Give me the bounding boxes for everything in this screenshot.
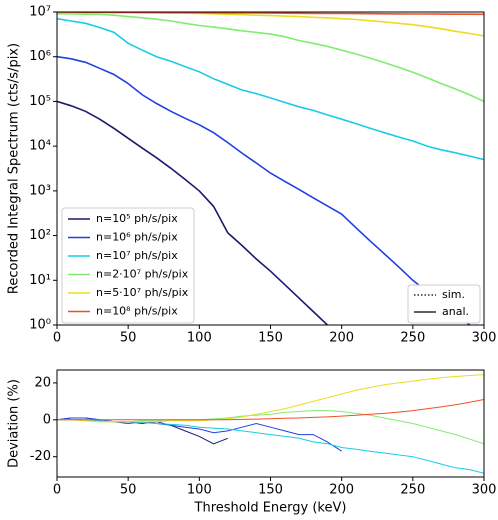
legend-box xyxy=(61,207,195,324)
series-line xyxy=(57,100,329,325)
y-tick-label: 0 xyxy=(43,412,51,427)
series-line xyxy=(57,17,484,161)
y-tick-label: 10² xyxy=(29,228,51,243)
y-tick-label: 20 xyxy=(34,375,51,390)
legend-label: n=5·10⁷ ph/s/pix xyxy=(96,286,189,299)
series-line xyxy=(57,419,484,474)
x-tick-label: 0 xyxy=(53,483,61,498)
y-tick-label: 10¹ xyxy=(29,273,51,288)
series-line xyxy=(57,55,472,325)
x-tick-label: 250 xyxy=(400,483,425,498)
y-tick-label: 10³ xyxy=(29,183,51,198)
x-tick-label: 100 xyxy=(187,483,212,498)
x-tick-label: 150 xyxy=(258,331,283,346)
plot-frame xyxy=(56,11,485,326)
legend-label: n=10⁸ ph/s/pix xyxy=(96,305,178,318)
x-tick-label: 200 xyxy=(329,483,354,498)
series-line xyxy=(57,13,484,103)
series-line xyxy=(57,374,484,423)
x-tick-label: 50 xyxy=(120,331,137,346)
x-tick-label: 100 xyxy=(187,331,212,346)
y-tick-label: -20 xyxy=(30,449,51,464)
plot-frame xyxy=(56,369,485,478)
style-label: sim. xyxy=(442,288,465,301)
series-line xyxy=(57,399,484,421)
legend-label: n=10⁵ ph/s/pix xyxy=(96,212,178,225)
x-tick-label: 200 xyxy=(329,331,354,346)
y-tick-label: 10⁵ xyxy=(29,94,51,109)
y-tick-label: 10⁰ xyxy=(29,318,51,333)
y-tick-label: 10⁴ xyxy=(29,139,51,154)
x-tick-label: 300 xyxy=(472,331,497,346)
legend-label: n=2·10⁷ ph/s/pix xyxy=(96,268,189,281)
x-tick-label: 50 xyxy=(120,483,137,498)
series-line xyxy=(57,417,342,452)
legend-label: n=10⁷ ph/s/pix xyxy=(96,249,178,262)
style-label: anal. xyxy=(442,305,469,318)
y-axis-label: Deviation (%) xyxy=(7,379,22,468)
x-tick-label: 0 xyxy=(53,331,61,346)
x-tick-label: 250 xyxy=(400,331,425,346)
x-tick-label: 150 xyxy=(258,483,283,498)
y-tick-label: 10⁷ xyxy=(29,5,51,20)
x-tick-label: 300 xyxy=(472,483,497,498)
x-axis-label: Threshold Energy (keV) xyxy=(194,501,347,516)
plot-area xyxy=(57,374,484,474)
legend-label: n=10⁶ ph/s/pix xyxy=(96,231,178,244)
y-tick-label: 10⁶ xyxy=(29,49,51,64)
y-axis-label: Recorded Integral Spectrum (cts/s/pix) xyxy=(7,43,22,294)
